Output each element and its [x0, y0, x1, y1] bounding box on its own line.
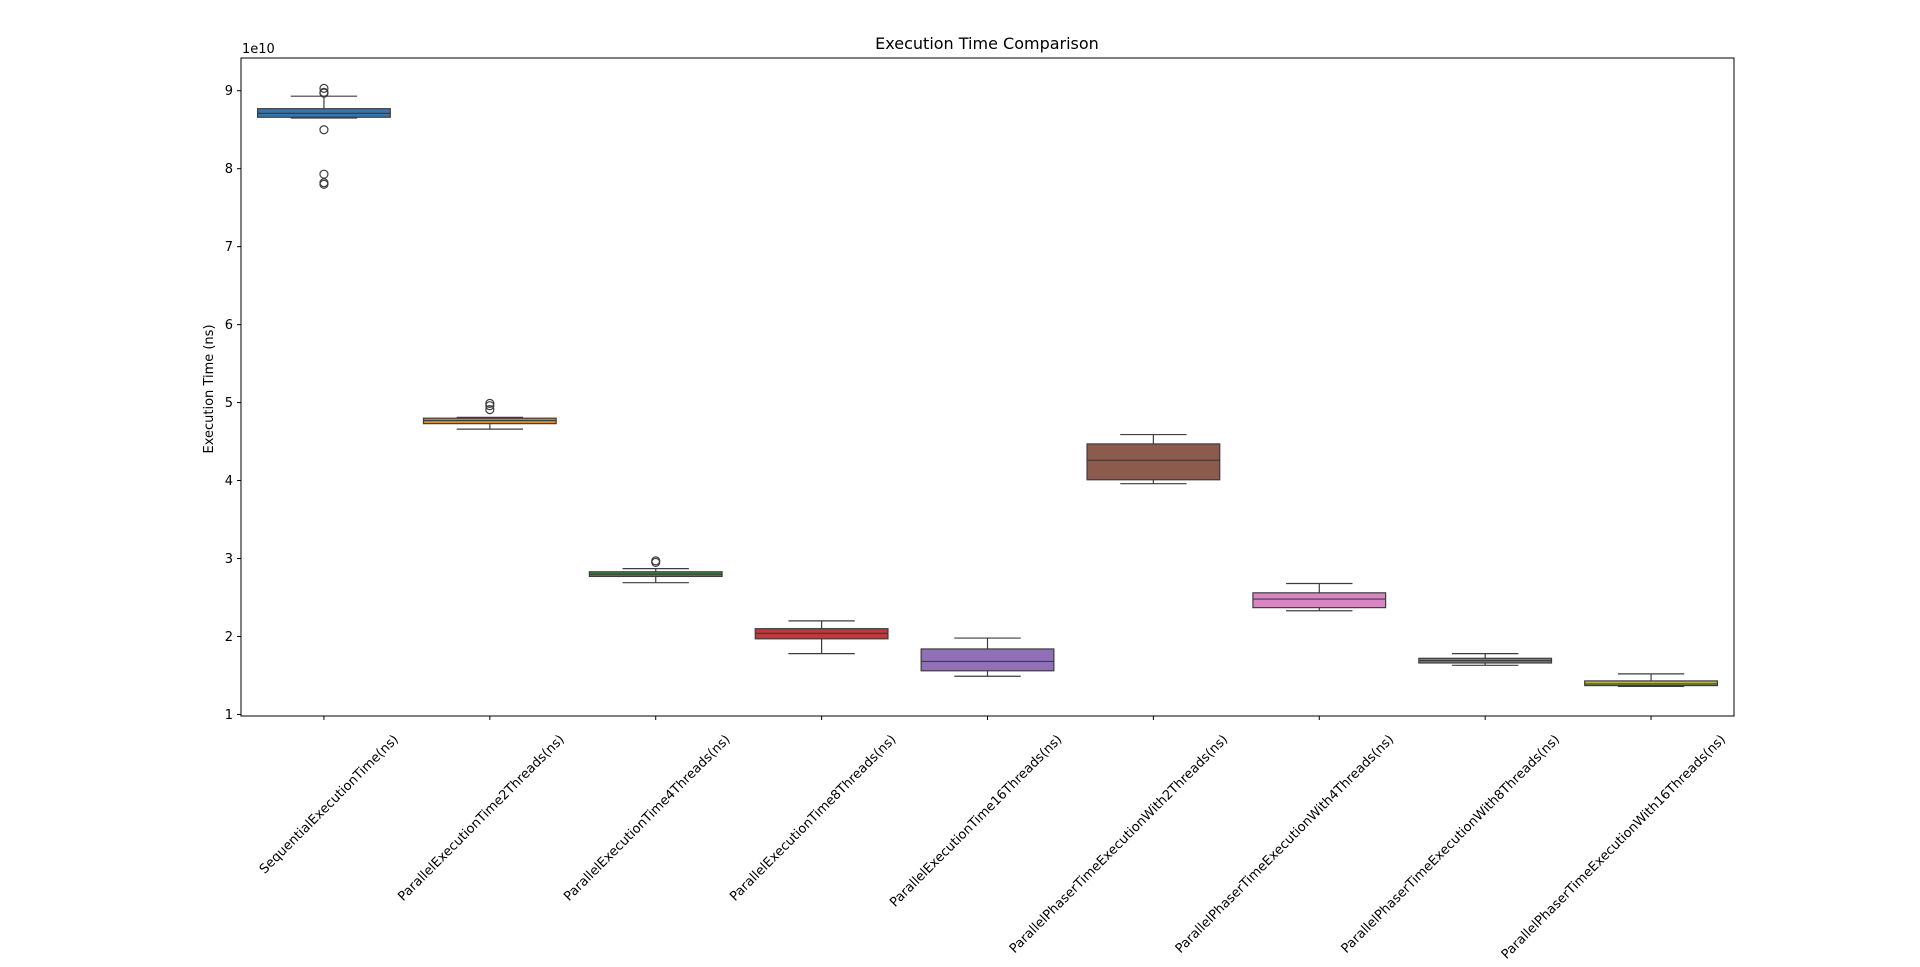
outlier-point — [485, 405, 495, 415]
outlier-point — [485, 398, 495, 408]
y-axis-label: Execution Time (ns) — [202, 324, 217, 453]
axes-frame — [240, 57, 1735, 717]
outlier-point — [319, 125, 329, 135]
box-iqr — [920, 648, 1055, 672]
outlier-point — [651, 557, 661, 568]
y-tick-label: 2 — [225, 630, 233, 645]
y-axis-offset-label: 1e10 — [242, 42, 275, 57]
chart-title: Execution Time Comparison — [875, 34, 1099, 53]
y-tick-label: 4 — [225, 474, 233, 489]
y-tick-label: 8 — [225, 162, 233, 177]
outlier-point — [319, 179, 329, 189]
y-tick-label: 6 — [225, 318, 233, 333]
outlier-point — [485, 401, 495, 411]
y-tick-label: 5 — [225, 396, 233, 411]
y-tick-label: 1 — [225, 708, 233, 723]
outlier-point — [319, 83, 329, 94]
outlier-point — [319, 88, 329, 98]
y-tick-label: 9 — [225, 84, 233, 99]
box-iqr — [1252, 592, 1387, 609]
y-tick-label: 7 — [225, 240, 233, 255]
box-iqr — [1584, 680, 1719, 687]
y-tick-label: 3 — [225, 552, 233, 567]
box-iqr — [1086, 443, 1221, 481]
